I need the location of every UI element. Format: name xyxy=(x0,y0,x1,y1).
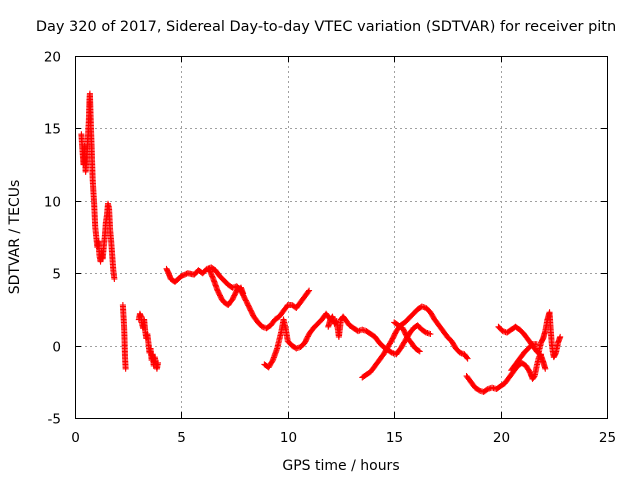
data-point xyxy=(122,365,129,372)
data-point xyxy=(180,271,187,278)
data-point xyxy=(416,348,423,355)
y-tick-label: -5 xyxy=(48,412,61,428)
grid-lines xyxy=(75,56,607,418)
data-point xyxy=(557,333,564,340)
data-point xyxy=(305,288,312,295)
x-axis-label: GPS time / hours xyxy=(282,458,399,474)
data-point xyxy=(178,273,185,280)
y-tick-label: 5 xyxy=(52,267,61,283)
data-point xyxy=(464,355,471,362)
plot-frame xyxy=(75,56,608,419)
x-tick-label: 0 xyxy=(71,430,80,446)
data-point xyxy=(240,290,247,297)
tick-labels: 0 5 10 15 20 25 -5 0 5 10 15 20 xyxy=(44,50,616,447)
x-tick-label: 25 xyxy=(599,430,616,446)
data-point xyxy=(542,365,549,372)
data-point xyxy=(415,347,422,354)
y-axis-label: SDTVAR / TECUs xyxy=(7,180,23,295)
axis-ticks xyxy=(75,56,608,419)
data-point xyxy=(182,271,189,278)
data-point xyxy=(154,359,161,366)
x-tick-label: 15 xyxy=(386,430,403,446)
data-point xyxy=(179,272,186,279)
y-tick-label: 10 xyxy=(44,195,61,211)
x-tick-label: 5 xyxy=(177,430,186,446)
data-point xyxy=(306,287,313,294)
y-tick-label: 0 xyxy=(52,340,61,356)
chart-title: Day 320 of 2017, Sidereal Day-to-day VTE… xyxy=(36,19,616,35)
y-tick-label: 20 xyxy=(44,50,61,66)
y-tick-label: 15 xyxy=(44,122,61,138)
x-tick-label: 20 xyxy=(493,430,510,446)
data-points xyxy=(78,90,564,395)
x-tick-label: 10 xyxy=(280,430,297,446)
data-point xyxy=(111,275,118,282)
data-point xyxy=(427,331,434,338)
data-point xyxy=(463,354,470,361)
